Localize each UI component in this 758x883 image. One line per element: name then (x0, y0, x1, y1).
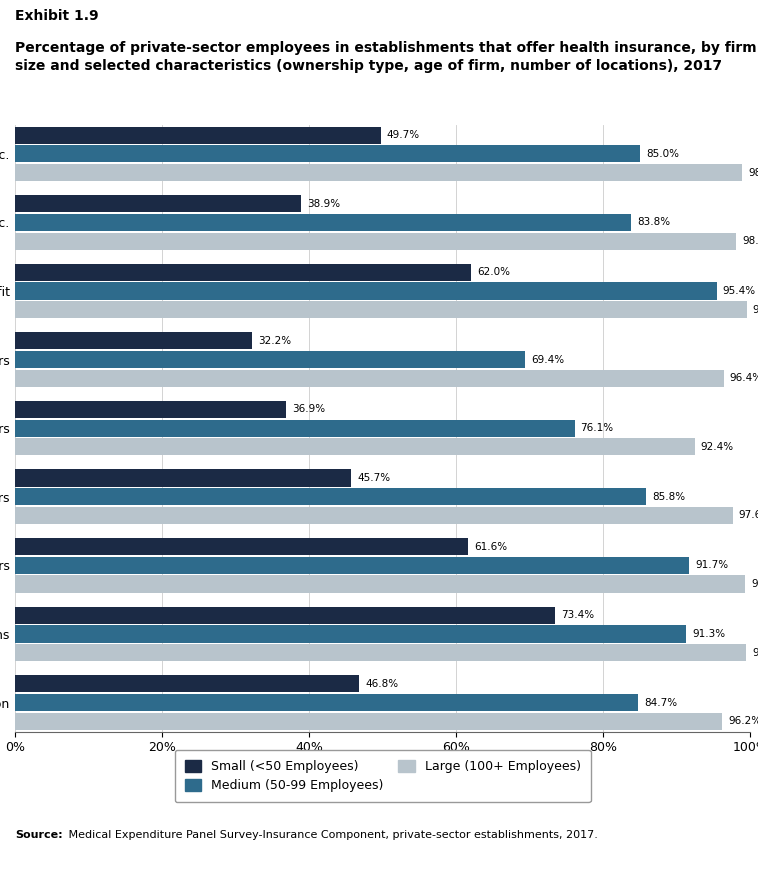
Text: 96.4%: 96.4% (730, 374, 758, 383)
Text: 99.3%: 99.3% (751, 579, 758, 589)
Bar (15, 607, 555, 623)
Text: 96.2%: 96.2% (728, 716, 758, 726)
Text: 97.6%: 97.6% (738, 510, 758, 520)
Text: 46.8%: 46.8% (365, 679, 398, 689)
Text: 32.2%: 32.2% (258, 336, 291, 346)
Bar (15, 713, 722, 729)
Text: 73.4%: 73.4% (561, 610, 594, 620)
Text: Source:: Source: (15, 830, 63, 840)
Text: 62.0%: 62.0% (477, 268, 510, 277)
Text: 38.9%: 38.9% (307, 199, 340, 208)
Text: 85.0%: 85.0% (646, 149, 679, 159)
Bar (15, 694, 638, 711)
Bar (15, 576, 745, 592)
Bar (15, 232, 737, 250)
Bar (15, 283, 716, 299)
Text: 85.8%: 85.8% (652, 492, 685, 502)
Bar (15, 557, 689, 574)
Bar (15, 370, 724, 387)
Text: 45.7%: 45.7% (357, 473, 390, 483)
Bar (15, 126, 381, 144)
Text: 95.4%: 95.4% (722, 286, 756, 296)
Bar (15, 625, 687, 643)
Text: 69.4%: 69.4% (531, 355, 565, 365)
Text: 84.7%: 84.7% (644, 698, 677, 707)
Text: 98.9%: 98.9% (748, 168, 758, 177)
Bar (15, 675, 359, 692)
Text: 99.5%: 99.5% (753, 305, 758, 314)
Text: Medical Expenditure Panel Survey-Insurance Component, private-sector establishme: Medical Expenditure Panel Survey-Insuran… (65, 830, 598, 840)
Text: 91.7%: 91.7% (695, 561, 728, 570)
Text: 83.8%: 83.8% (637, 217, 670, 228)
Text: Exhibit 1.9: Exhibit 1.9 (15, 9, 99, 23)
Bar (15, 145, 640, 162)
Text: 36.9%: 36.9% (293, 404, 325, 414)
Bar (15, 538, 468, 555)
Text: Percentage of private-sector employees in establishments that offer health insur: Percentage of private-sector employees i… (15, 42, 756, 73)
Bar (15, 644, 746, 661)
Text: 76.1%: 76.1% (581, 423, 614, 434)
Bar (15, 351, 525, 368)
Bar (15, 438, 694, 456)
Text: 91.3%: 91.3% (692, 629, 725, 639)
Legend: Small (<50 Employees), Medium (50-99 Employees), Large (100+ Employees): Small (<50 Employees), Medium (50-99 Emp… (175, 750, 590, 803)
Text: 99.4%: 99.4% (752, 647, 758, 658)
Bar (15, 164, 742, 181)
Bar (15, 419, 575, 437)
Text: 61.6%: 61.6% (474, 541, 507, 552)
Bar (15, 401, 287, 418)
Text: 92.4%: 92.4% (700, 442, 734, 452)
Text: 49.7%: 49.7% (387, 130, 420, 140)
Bar (15, 195, 301, 212)
Bar (15, 301, 747, 318)
Bar (15, 214, 631, 231)
Bar (15, 332, 252, 350)
Bar (15, 488, 646, 505)
Text: 98.1%: 98.1% (742, 236, 758, 246)
Bar (15, 264, 471, 281)
Bar (15, 507, 733, 524)
Bar (15, 470, 351, 487)
